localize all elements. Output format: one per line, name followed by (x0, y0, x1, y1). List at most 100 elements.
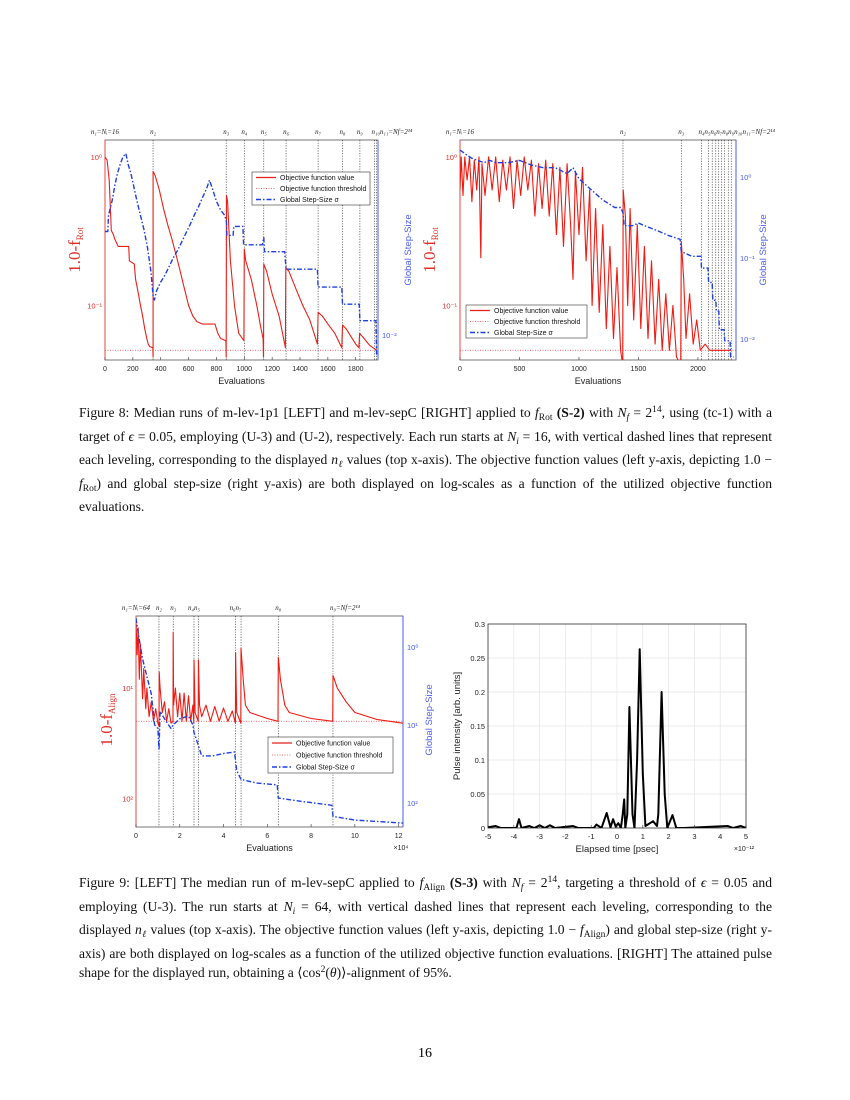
caption-segment: , using (tc-1) with a target of (79, 405, 773, 444)
x-tick-label: -2 (562, 832, 569, 841)
caption-segment: ) and global step-size (right y-axis) ar… (79, 475, 772, 515)
caption-segment: Align (583, 930, 606, 941)
x-axis-multiplier: ×10⁻¹² (734, 846, 755, 853)
top-leveling-label: n₂ (620, 128, 627, 136)
left-y-axis-label-subscript: Rot (75, 227, 85, 241)
legend-entry: Objective function value (494, 308, 568, 315)
left-y-tick-label: 10⁰ (91, 153, 102, 162)
left-y-tick-label: 0.25 (470, 654, 485, 663)
x-tick-label: 400 (155, 366, 167, 373)
top-leveling-label: n₃ (678, 128, 685, 136)
x-axis-label: Evaluations (246, 843, 293, 853)
caption-segment: = 0.05 and employing (U-3). The run star… (79, 875, 772, 914)
legend-entry: Objective function value (280, 175, 354, 182)
objective-series-line (136, 620, 403, 727)
x-axis-multiplier: ×10⁴ (394, 845, 409, 852)
caption-segment: 14 (652, 405, 662, 415)
caption-segment: = 2 (523, 875, 548, 890)
right-y-tick-label: 10⁰ (407, 643, 418, 652)
x-tick-label: 600 (183, 366, 195, 373)
x-tick-label: 1600 (320, 366, 336, 373)
right-y-tick-label: 10² (407, 799, 418, 808)
figure-9-caption: Figure 9: [LEFT] The median run of m-lev… (79, 872, 772, 982)
caption-segment: i (292, 906, 296, 917)
left-y-tick-label: 0.05 (470, 790, 485, 799)
x-tick-label: 8 (309, 833, 313, 840)
x-tick-label: 1000 (236, 366, 252, 373)
top-leveling-label: n₈ (275, 604, 282, 612)
caption-segment: n (134, 922, 142, 938)
step-size-series-line (460, 149, 734, 358)
caption-segment: f (419, 875, 424, 890)
legend: Objective function value Objective functi… (251, 171, 371, 206)
chart-1: 0 200 400 600 800 1000 1200 1400 1600 1800 10⁰ 10⁻¹… (65, 128, 414, 386)
x-tick-label: 800 (211, 366, 223, 373)
left-y-tick-label: 10⁰ (446, 153, 457, 162)
right-y-tick-label: 10⁻¹ (740, 254, 755, 263)
top-leveling-label: n₄n₅ (188, 604, 200, 612)
objective-series-line (460, 156, 732, 360)
caption-segment: N (507, 428, 517, 444)
left-y-axis-label: 1.0-fAlign (97, 693, 117, 747)
caption-segment: (S-2) (556, 405, 585, 420)
caption-segment: ℓ (141, 930, 147, 941)
top-leveling-label: n₄n₅n₆n₇n₈n₉n₁₀n₁₁=Nf=2¹⁴ (699, 128, 776, 136)
caption-segment: values (top x-axis). The objective funct… (342, 452, 772, 468)
caption-segment: = 2 (629, 405, 653, 420)
caption-segment: θ (329, 965, 337, 981)
left-y-tick-label: 0.15 (470, 722, 485, 731)
x-tick-label: 2 (667, 832, 671, 841)
left-y-tick-label: 10⁻¹ (442, 302, 457, 311)
top-leveling-label: n₁=Nᵢ=64 (122, 604, 151, 612)
x-tick-label: 1500 (631, 366, 647, 373)
legend-entry: Objective function value (296, 741, 370, 748)
left-y-axis-label-main: Pulse intensity [arb. units] (452, 672, 463, 780)
x-tick-label: 4 (718, 832, 722, 841)
x-tick-label: 0 (103, 366, 107, 373)
x-axis-label: Evaluations (218, 376, 265, 386)
caption-segment: ϵ (700, 875, 707, 890)
caption-segment: ( (325, 965, 330, 981)
top-leveling-label: n₂ (156, 604, 163, 612)
caption-segment: (S-3) (449, 875, 478, 890)
caption-segment: with (584, 405, 618, 420)
caption-segment: f (534, 405, 539, 420)
legend: Objective function value Objective functi… (267, 736, 394, 774)
left-y-tick-label: 0 (481, 824, 485, 833)
caption-segment: Rot (82, 483, 97, 494)
left-y-tick-label: 0.3 (475, 620, 485, 629)
caption-segment: Figure 8: Median runs of m-lev-1p1 [LEFT… (79, 405, 535, 420)
x-tick-label: 0 (458, 366, 462, 373)
caption-segment: N (511, 875, 521, 890)
x-tick-label: 2000 (690, 366, 706, 373)
left-y-tick-label: 10¹ (122, 684, 133, 693)
page-number: 16 (418, 1046, 432, 1061)
top-leveling-label: n₉=Nf=2¹⁴ (330, 604, 361, 612)
chart-2: 0 500 1000 1500 2000 10⁰ 10⁻¹ 10⁰ 10⁻¹ 10⁻² Evalua… (420, 128, 775, 386)
x-tick-label: 6 (265, 833, 269, 840)
x-tick-label: 1000 (571, 366, 587, 373)
caption-segment: with (477, 875, 512, 890)
legend-entry: Objective function threshold (296, 753, 382, 760)
legend-entry: Global Step-Size σ (494, 330, 553, 337)
top-leveling-label: n₅ (261, 128, 268, 136)
top-leveling-label: n₉ (357, 128, 364, 136)
caption-segment: 2 (320, 965, 326, 976)
caption-segment: Figure 9: [LEFT] The median run of m-lev… (79, 875, 420, 890)
x-tick-label: -5 (485, 832, 492, 841)
top-leveling-label: n₇ (315, 128, 322, 136)
caption-segment: = 0.05, employing (U-3) and (U-2), respe… (133, 428, 508, 444)
left-y-tick-label: 0.2 (475, 688, 485, 697)
caption-segment: ℓ (338, 460, 343, 471)
x-tick-label: -3 (536, 832, 543, 841)
top-leveling-label: n₆ (283, 128, 290, 136)
right-y-tick-label: 10⁻² (740, 335, 755, 344)
left-y-axis-label-main: 1.0-f (97, 714, 116, 747)
right-y-tick-label: 10¹ (407, 721, 418, 730)
left-y-axis-label: 1.0-fRot (420, 227, 440, 273)
x-axis-label: Evaluations (575, 376, 622, 386)
caption-segment: f (520, 883, 524, 893)
x-tick-label: -1 (588, 832, 595, 841)
caption-segment: 14 (547, 875, 558, 885)
